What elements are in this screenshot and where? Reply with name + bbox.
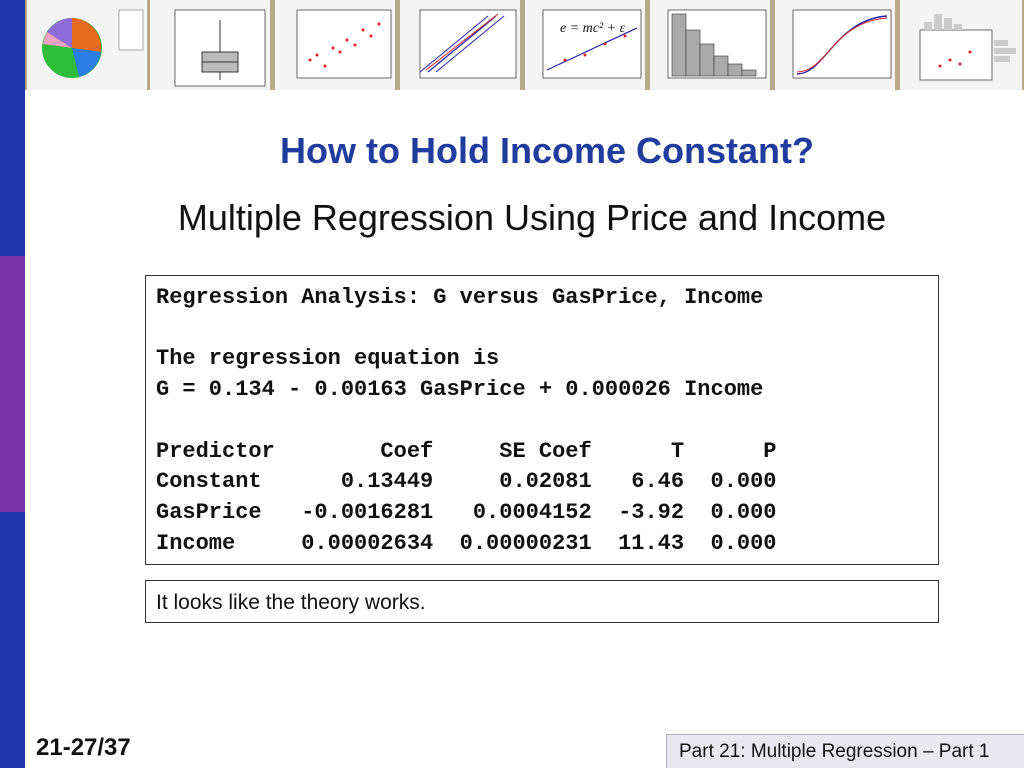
chart-banner: e = mc² + ε <box>25 0 1024 90</box>
boxplot-thumbnail <box>150 0 270 90</box>
conclusion-text: It looks like the theory works. <box>156 591 426 614</box>
slide-number: 21-27/37 <box>36 734 131 761</box>
regression-output-box: Regression Analysis: G versus GasPrice, … <box>145 275 939 565</box>
histogram-thumbnail <box>650 0 770 90</box>
coef-table-header: Predictor Coef SE Coef T P <box>156 439 777 464</box>
footer-text: Part 21: Multiple Regression – Part 1 <box>679 741 990 762</box>
coef-row-income: Income 0.00002634 0.00000231 11.43 0.000 <box>156 531 777 556</box>
regression-equation-thumbnail: e = mc² + ε <box>525 0 645 90</box>
marginal-plot-thumbnail <box>900 0 1022 90</box>
equation-label: The regression equation is <box>156 346 500 371</box>
probability-plot-thumbnail <box>400 0 520 90</box>
accent-segment-middle <box>0 256 25 512</box>
accent-segment-bottom <box>0 512 25 768</box>
banner-equation: e = mc² + ε <box>560 21 626 36</box>
conclusion-box: It looks like the theory works. <box>145 580 939 623</box>
regression-equation: G = 0.134 - 0.00163 GasPrice + 0.000026 … <box>156 377 764 402</box>
slide-subtitle: Multiple Regression Using Price and Inco… <box>177 197 887 238</box>
output-heading: Regression Analysis: G versus GasPrice, … <box>156 285 764 310</box>
slide-title: How to Hold Income Constant? <box>280 130 814 171</box>
accent-segment-top <box>0 0 25 256</box>
cdf-curve-thumbnail <box>775 0 895 90</box>
pie-chart-thumbnail <box>27 0 147 90</box>
scatterplot-thumbnail <box>275 0 395 90</box>
footer-box: Part 21: Multiple Regression – Part 1 <box>666 734 1024 768</box>
coef-row-constant: Constant 0.13449 0.02081 6.46 0.000 <box>156 469 777 494</box>
coef-row-gasprice: GasPrice -0.0016281 0.0004152 -3.92 0.00… <box>156 500 777 525</box>
left-accent-bar <box>0 0 25 768</box>
